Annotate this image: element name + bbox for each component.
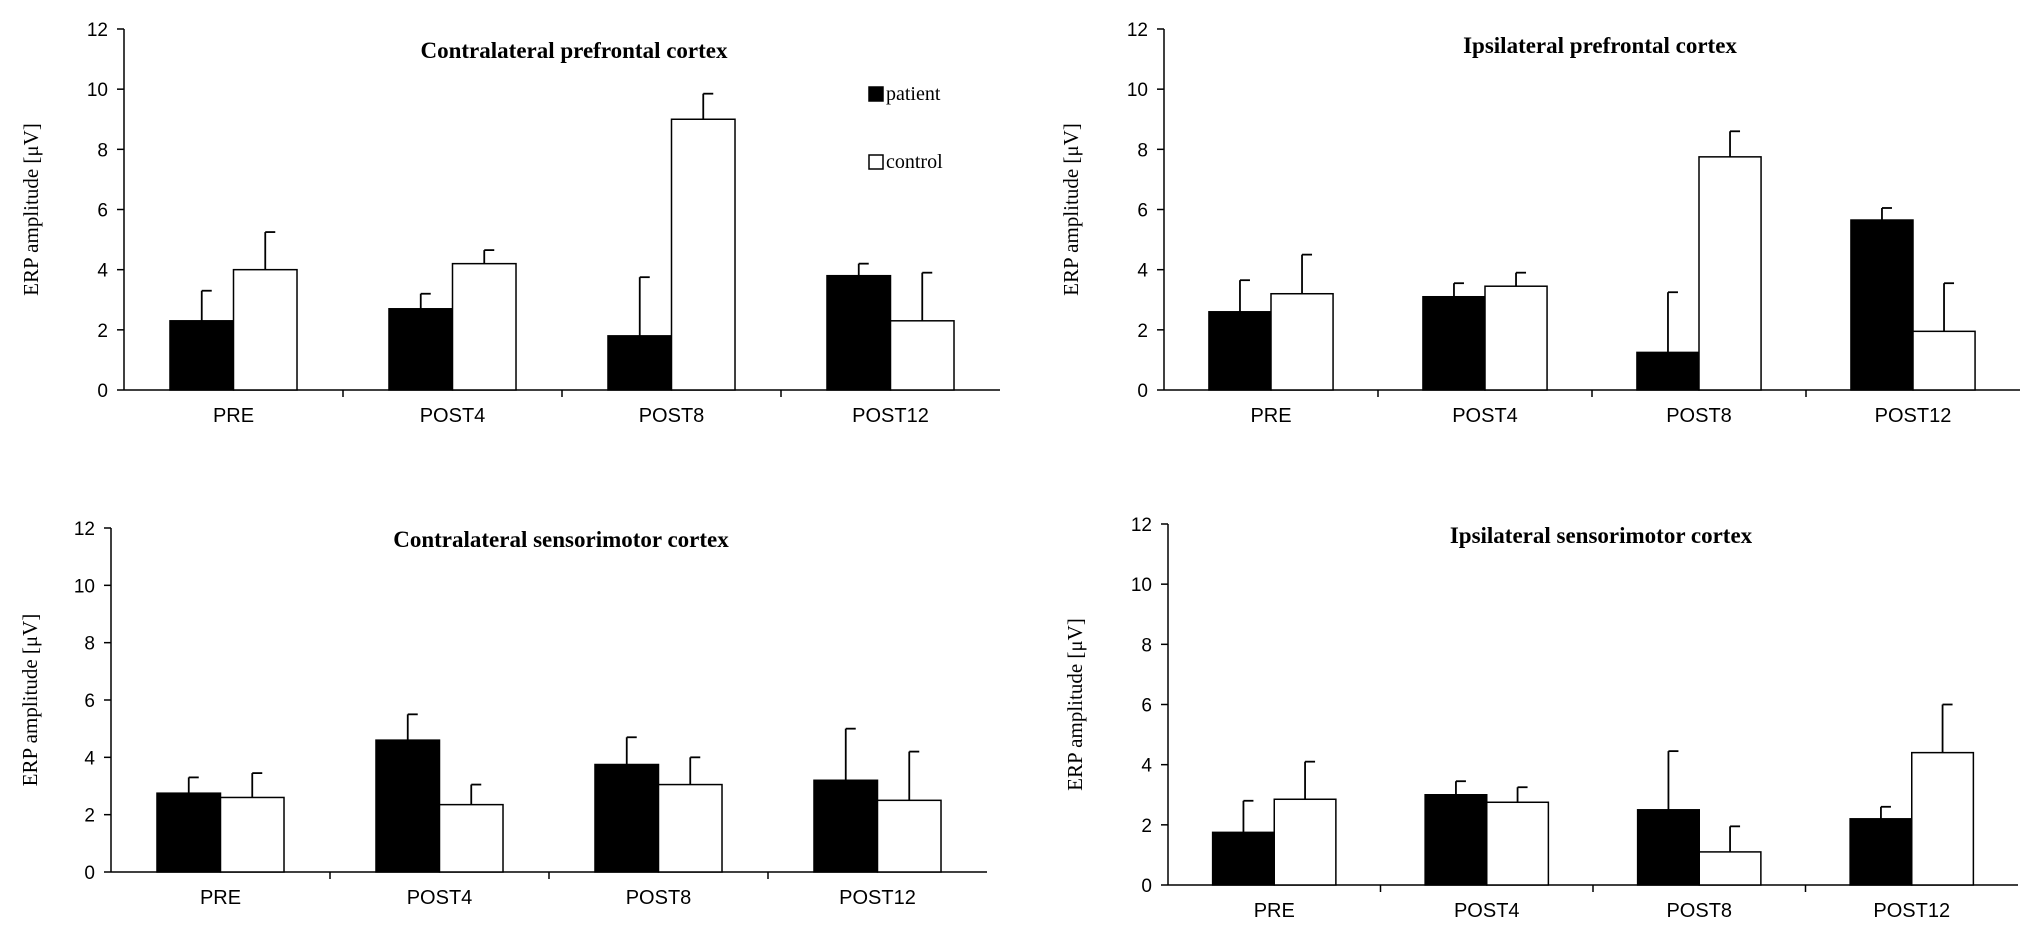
x-category-label: POST8 (1666, 900, 1732, 922)
bar-patient-post8 (1636, 809, 1700, 886)
x-category-label: PRE (200, 887, 241, 909)
x-category-label: PRE (213, 405, 254, 427)
chart-title: Contralateral sensorimotor cortex (393, 527, 729, 552)
y-tick-label: 6 (1141, 696, 1152, 717)
chart-panel-3: Contralateral sensorimotor cortex ERP amp… (18, 519, 987, 909)
y-tick-label: 12 (1131, 515, 1152, 536)
bar-patient-post12 (813, 779, 879, 873)
bar-control-pre (219, 796, 285, 873)
y-axis-label: ERP amplitude [μV] (1059, 123, 1083, 296)
bar-control-post12 (1911, 751, 1975, 886)
bar-patient-post4 (1424, 794, 1488, 886)
y-tick-label: 10 (1131, 575, 1152, 596)
legend-label-control: control (886, 151, 943, 173)
chart-panel-1: Contralateral prefrontal cortex ERP ampli… (19, 20, 1000, 427)
chart-title: Contralateral prefrontal cortex (421, 38, 728, 63)
legend-label-patient: patient (886, 83, 941, 105)
bar-control-post12 (1912, 330, 1976, 391)
bar-patient-pre (1208, 311, 1272, 391)
bar-control-post4 (1486, 801, 1550, 886)
y-tick-label: 12 (74, 519, 95, 540)
x-category-label: POST12 (1875, 405, 1952, 427)
x-category-label: PRE (1254, 900, 1295, 922)
bar-patient-post12 (826, 274, 892, 391)
bar-control-post4 (451, 262, 517, 391)
chart-title: Ipsilateral sensorimotor cortex (1450, 523, 1753, 548)
y-tick-label: 0 (1137, 381, 1148, 402)
bar-patient-post8 (594, 763, 660, 873)
chart-panel-4: Ipsilateral sensorimotor cortex ERP ampli… (1063, 515, 2018, 922)
y-tick-label: 10 (87, 80, 108, 101)
y-tick-label: 2 (1137, 321, 1148, 342)
bar-patient-post4 (375, 739, 441, 873)
y-tick-label: 2 (1141, 816, 1152, 837)
y-tick-label: 8 (1141, 635, 1152, 656)
y-tick-label: 12 (87, 20, 108, 41)
bar-patient-post12 (1849, 818, 1913, 886)
y-axis-label: ERP amplitude [μV] (1063, 618, 1087, 791)
y-tick-label: 10 (1127, 80, 1148, 101)
y-tick-label: 6 (1137, 201, 1148, 222)
bar-control-pre (1273, 798, 1337, 886)
x-category-label: POST8 (639, 405, 705, 427)
y-tick-label: 4 (97, 261, 108, 282)
y-tick-label: 12 (1127, 20, 1148, 41)
y-tick-label: 8 (97, 140, 108, 161)
y-tick-label: 8 (84, 634, 95, 655)
x-category-label: POST4 (1452, 405, 1518, 427)
legend: patient control (868, 83, 943, 173)
y-tick-label: 0 (1141, 876, 1152, 897)
x-category-label: POST4 (407, 887, 473, 909)
x-category-label: POST12 (839, 887, 916, 909)
bar-control-pre (232, 268, 298, 391)
bar-control-pre (1270, 292, 1334, 391)
x-category-label: PRE (1250, 405, 1291, 427)
bar-patient-post12 (1850, 219, 1914, 391)
x-category-label: POST8 (1666, 405, 1732, 427)
y-tick-label: 10 (74, 576, 95, 597)
bar-control-post8 (657, 783, 723, 873)
bar-control-post8 (1698, 156, 1762, 391)
bar-control-post4 (438, 803, 504, 873)
bar-patient-post8 (607, 335, 673, 391)
legend-swatch-control (868, 154, 884, 170)
bar-patient-pre (1211, 831, 1275, 886)
bar-control-post8 (1698, 851, 1762, 886)
x-category-label: POST12 (852, 405, 929, 427)
y-tick-label: 4 (1141, 756, 1152, 777)
bar-control-post12 (876, 799, 942, 873)
bar-patient-post4 (1422, 295, 1486, 391)
bar-control-post12 (889, 320, 955, 391)
y-tick-label: 2 (84, 806, 95, 827)
y-tick-label: 4 (84, 748, 95, 769)
y-tick-label: 0 (84, 863, 95, 884)
x-category-label: POST4 (1454, 900, 1520, 922)
y-tick-label: 6 (97, 201, 108, 222)
x-category-label: POST12 (1873, 900, 1950, 922)
bar-control-post4 (1484, 285, 1548, 391)
bar-patient-post4 (388, 308, 454, 391)
x-category-label: POST8 (626, 887, 692, 909)
bar-control-post8 (670, 118, 736, 391)
y-axis-label: ERP amplitude [μV] (18, 614, 42, 787)
y-tick-label: 8 (1137, 140, 1148, 161)
bar-patient-pre (169, 320, 235, 391)
y-tick-label: 4 (1137, 261, 1148, 282)
chart-title: Ipsilateral prefrontal cortex (1463, 33, 1737, 58)
x-category-label: POST4 (420, 405, 486, 427)
bar-patient-pre (156, 792, 222, 873)
bar-patient-post8 (1636, 351, 1700, 391)
y-tick-label: 0 (97, 381, 108, 402)
y-axis-label: ERP amplitude [μV] (19, 123, 43, 296)
legend-swatch-patient (868, 86, 884, 102)
y-tick-label: 6 (84, 691, 95, 712)
chart-panel-2: Ipsilateral prefrontal cortex ERP amplitu… (1059, 20, 2020, 427)
y-tick-label: 2 (97, 321, 108, 342)
